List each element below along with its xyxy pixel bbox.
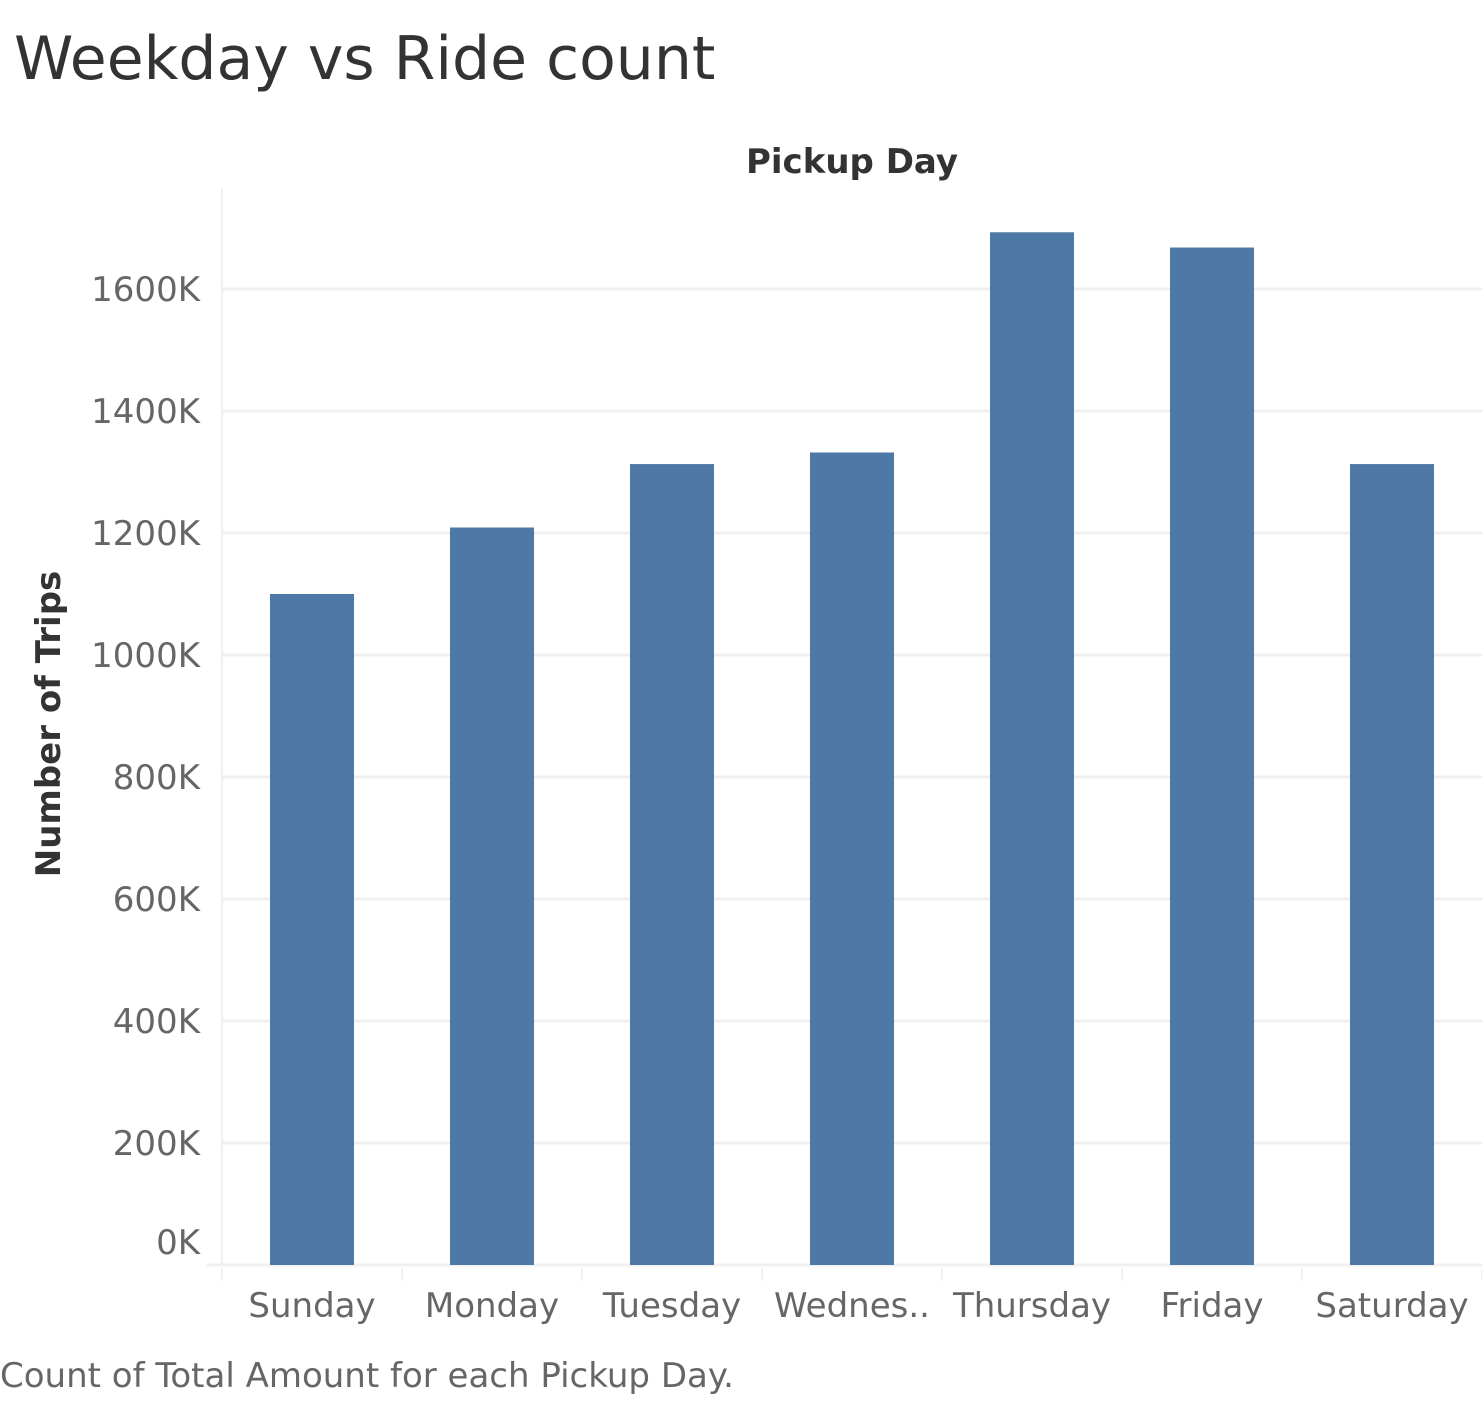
y-tick-label: 200K xyxy=(113,1124,202,1164)
x-tick-label: Sunday xyxy=(248,1286,375,1326)
y-tick-label: 800K xyxy=(113,758,202,798)
bar-tuesday[interactable] xyxy=(630,464,714,1265)
x-tick-label: Wednes.. xyxy=(774,1286,930,1326)
bar-saturday[interactable] xyxy=(1350,464,1434,1265)
chart-caption: Count of Total Amount for each Pickup Da… xyxy=(0,1356,734,1396)
y-tick-label: 600K xyxy=(113,880,202,920)
bar-monday[interactable] xyxy=(450,527,534,1265)
bar-wednes[interactable] xyxy=(810,452,894,1266)
x-tick-label: Saturday xyxy=(1315,1286,1468,1326)
y-tick-label: 1600K xyxy=(91,270,202,310)
x-tick-label: Thursday xyxy=(952,1286,1111,1326)
y-tick-label: 1200K xyxy=(91,514,202,554)
y-tick-label: 400K xyxy=(113,1002,202,1042)
bar-chart: 0K 200K 400K 600K 800K 1000K 1200K 1400K 1600K Su… xyxy=(29,142,1482,1326)
bar-thursday[interactable] xyxy=(990,232,1074,1265)
x-tick-label: Monday xyxy=(425,1286,559,1326)
chart-title: Weekday vs Ride count xyxy=(14,24,716,94)
bars xyxy=(270,232,1434,1266)
bar-friday[interactable] xyxy=(1170,247,1254,1265)
y-tick-label: 1000K xyxy=(91,636,202,676)
tick-labels: 0K 200K 400K 600K 800K 1000K 1200K 1400K 1600K Su… xyxy=(91,270,1468,1326)
y-axis-title: Number of Trips xyxy=(29,571,69,878)
x-tick-label: Friday xyxy=(1160,1286,1263,1326)
y-tick-label: 1400K xyxy=(91,392,202,432)
y-tick-label: 0K xyxy=(156,1223,202,1263)
x-axis-title: Pickup Day xyxy=(746,142,958,182)
bar-sunday[interactable] xyxy=(270,594,354,1265)
x-tick-label: Tuesday xyxy=(602,1286,741,1326)
